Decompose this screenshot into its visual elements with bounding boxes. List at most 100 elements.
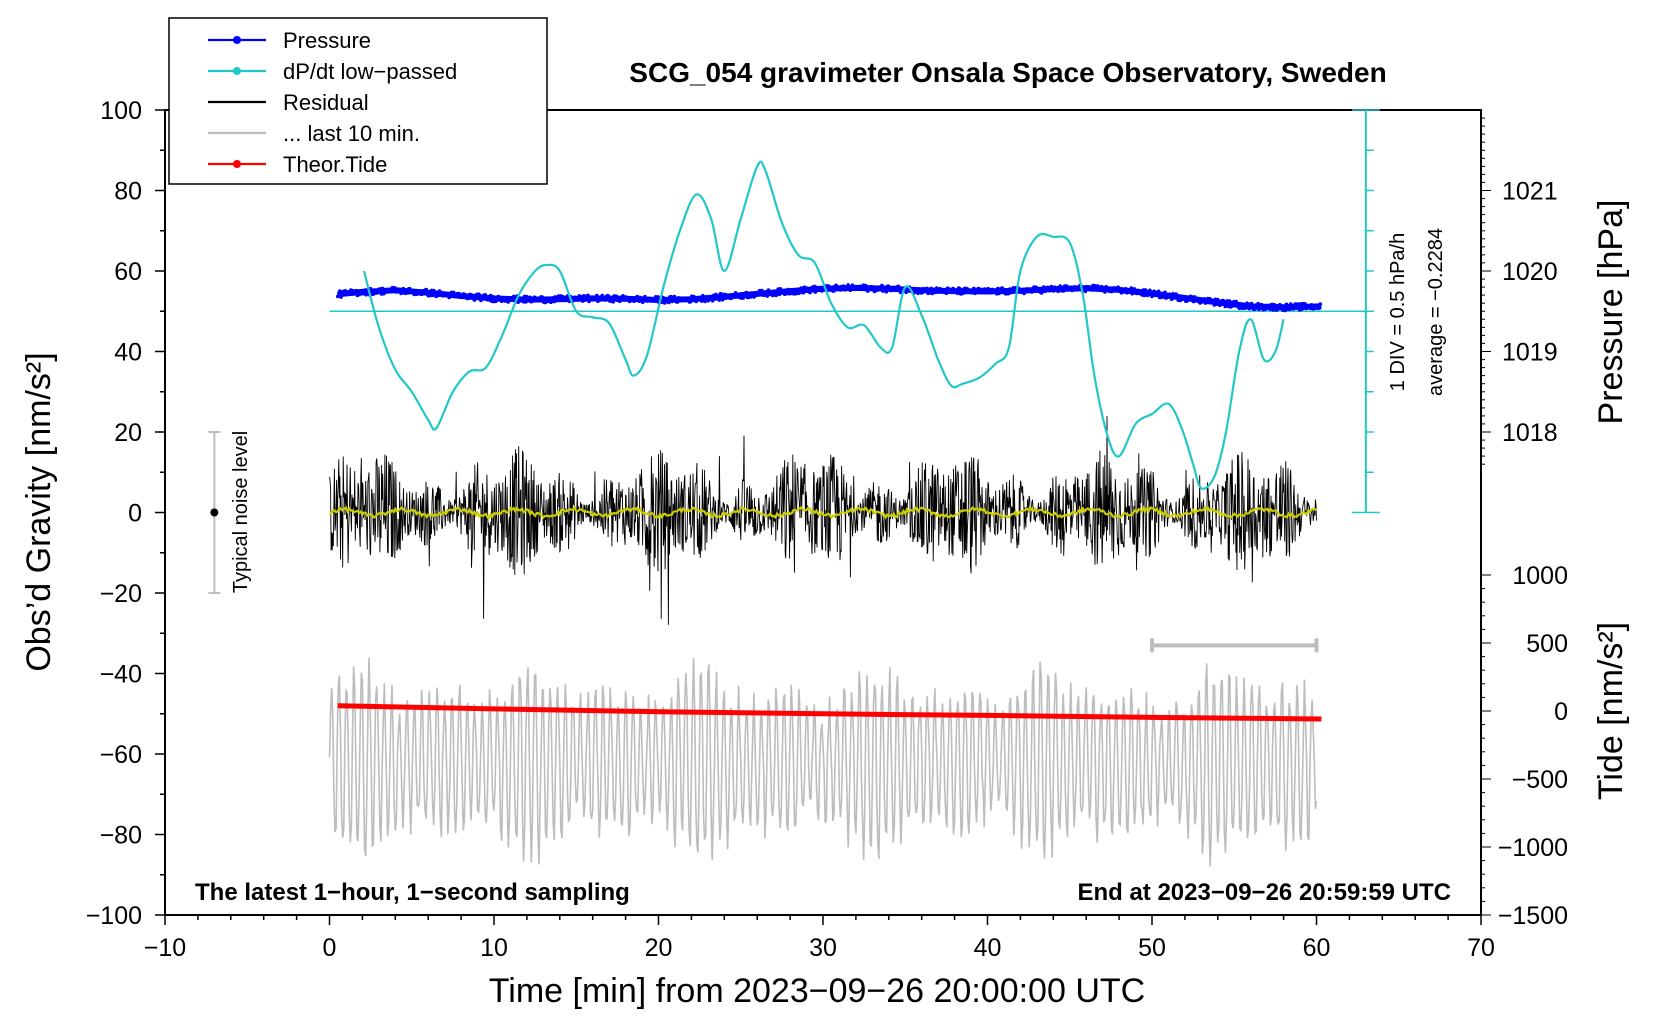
x-tick-label: 30 bbox=[809, 934, 837, 962]
pressure-point bbox=[1010, 290, 1014, 295]
pressure-point bbox=[593, 297, 598, 301]
pressure-point bbox=[675, 300, 680, 304]
pressure-point bbox=[655, 298, 659, 303]
data-traces bbox=[328, 160, 1366, 867]
pressure-point bbox=[884, 290, 889, 294]
pressure-point bbox=[511, 294, 516, 299]
pressure-point bbox=[1256, 301, 1260, 306]
pressure-point bbox=[1163, 290, 1167, 295]
tide-axis-title: Tide [nm/s²] bbox=[1592, 622, 1630, 800]
pressure-point bbox=[595, 293, 599, 298]
pressure-point bbox=[842, 284, 846, 289]
pressure-point bbox=[1169, 297, 1174, 302]
pressure-point bbox=[1318, 302, 1323, 306]
tide-tick-label: −1000 bbox=[1498, 834, 1568, 862]
legend-label-tide: Theor.Tide bbox=[283, 152, 387, 177]
pressure-point bbox=[380, 286, 385, 291]
pressure-point bbox=[672, 294, 677, 299]
x-tick-label: 40 bbox=[974, 934, 1002, 962]
pressure-point bbox=[667, 300, 671, 305]
pressure-point bbox=[1103, 290, 1107, 294]
pressure-point bbox=[1291, 306, 1295, 311]
pressure-point bbox=[770, 293, 775, 298]
pressure-point bbox=[1143, 288, 1148, 292]
x-tick-label: 70 bbox=[1467, 934, 1495, 962]
pressure-point bbox=[1227, 299, 1232, 303]
pressure-point bbox=[733, 291, 738, 295]
y-tick-label: 0 bbox=[128, 500, 142, 528]
pressure-point bbox=[425, 290, 430, 294]
y-tick-label: 60 bbox=[114, 258, 142, 286]
y-tick-label: −60 bbox=[100, 741, 142, 769]
pressure-point bbox=[1268, 307, 1272, 312]
pressure-point bbox=[1023, 290, 1027, 294]
pressure-point bbox=[399, 291, 403, 296]
pressure-point bbox=[742, 294, 747, 299]
residual-smoothed-trace bbox=[328, 504, 1318, 520]
ddt-scale-label: 1 DIV = 0.5 hPa/h bbox=[1387, 233, 1409, 391]
pressure-point bbox=[955, 291, 960, 296]
axis-ticks bbox=[155, 109, 1491, 925]
tide-tick-label: −500 bbox=[1512, 766, 1568, 794]
pressure-tick-label: 1018 bbox=[1502, 419, 1558, 447]
pressure-point bbox=[871, 285, 876, 289]
pressure-point bbox=[1259, 302, 1264, 307]
tide-tick-label: 1000 bbox=[1512, 562, 1568, 590]
ddt-average-label: average = −0.2284 bbox=[1425, 228, 1447, 396]
pressure-point bbox=[698, 296, 703, 301]
pressure-point bbox=[880, 283, 884, 288]
pressure-point bbox=[496, 294, 501, 299]
x-tick-labels: −10 0 10 20 30 40 50 60 70 bbox=[144, 934, 1495, 962]
pressure-point bbox=[643, 294, 647, 299]
pressure-point bbox=[460, 295, 465, 299]
legend-label-residual: Residual bbox=[283, 90, 369, 115]
pressure-point bbox=[354, 288, 359, 293]
pressure-point bbox=[1215, 297, 1220, 302]
tide-trace bbox=[337, 703, 1322, 722]
pressure-point bbox=[1211, 299, 1215, 304]
pressure-point bbox=[1249, 301, 1254, 306]
pressure-point bbox=[405, 291, 410, 295]
pressure-point bbox=[373, 288, 377, 293]
pressure-point bbox=[896, 284, 901, 289]
pressure-point bbox=[1145, 293, 1150, 298]
legend-dot bbox=[233, 36, 241, 44]
pressure-point bbox=[622, 298, 626, 302]
tide-tick-label: 0 bbox=[1554, 698, 1568, 726]
pressure-point bbox=[1042, 285, 1046, 289]
pressure-point bbox=[1185, 299, 1189, 303]
pressure-point bbox=[561, 294, 565, 299]
pressure-point bbox=[670, 299, 674, 304]
x-tick-label: 10 bbox=[480, 934, 508, 962]
pressure-point bbox=[1317, 306, 1321, 310]
pressure-point bbox=[1174, 292, 1178, 296]
pressure-point bbox=[603, 298, 608, 302]
pressure-point bbox=[879, 286, 883, 290]
pressure-point bbox=[740, 291, 744, 296]
pressure-point bbox=[719, 292, 724, 296]
pressure-point bbox=[1090, 288, 1094, 292]
pressure-point bbox=[744, 290, 749, 295]
pressure-point bbox=[975, 290, 979, 294]
pressure-point bbox=[766, 288, 771, 292]
pressure-point bbox=[1096, 285, 1101, 289]
pressure-point bbox=[494, 299, 499, 303]
pressure-point bbox=[792, 288, 797, 292]
pressure-point bbox=[1257, 307, 1261, 312]
pressure-point bbox=[1000, 286, 1005, 290]
pressure-point bbox=[491, 295, 495, 299]
pressure-point bbox=[1235, 302, 1240, 307]
pressure-point bbox=[1230, 304, 1234, 309]
pressure-point bbox=[557, 298, 562, 303]
pressure-point bbox=[478, 293, 482, 298]
footer-left-note: The latest 1−hour, 1−second sampling bbox=[195, 879, 630, 906]
y-tick-label: −20 bbox=[100, 580, 142, 608]
y-tick-label: 20 bbox=[114, 419, 142, 447]
noise-bar-center bbox=[210, 508, 219, 517]
chart-title: SCG_054 gravimeter Onsala Space Observat… bbox=[629, 57, 1386, 88]
pressure-point bbox=[777, 292, 782, 297]
pressure-point bbox=[957, 286, 962, 291]
pressure-point bbox=[717, 298, 721, 302]
pressure-point bbox=[1199, 300, 1203, 305]
